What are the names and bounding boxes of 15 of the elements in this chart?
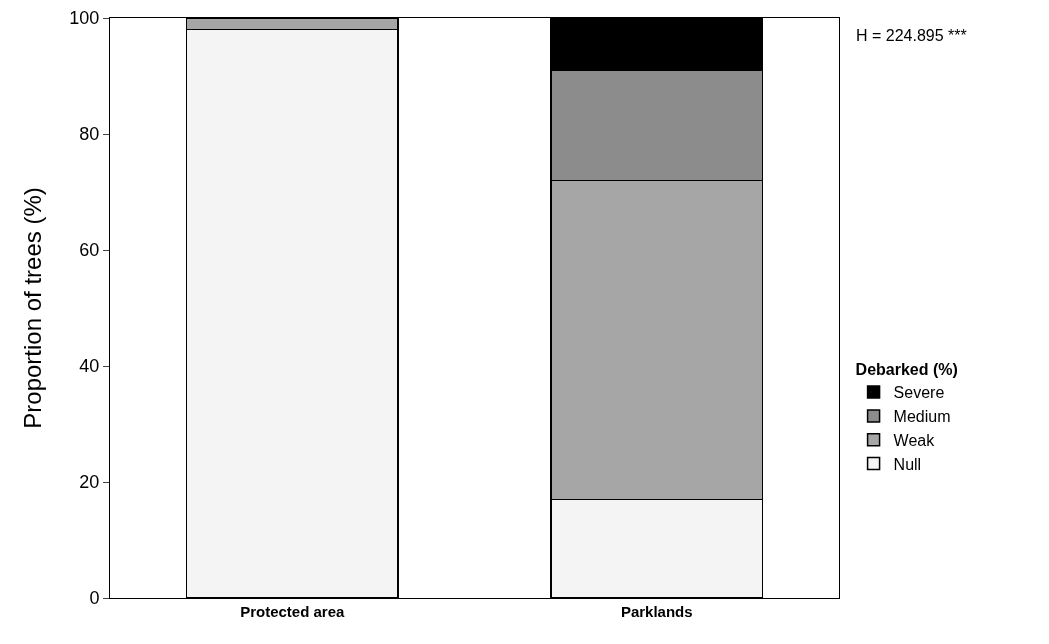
- legend-title: Debarked (%): [855, 361, 958, 379]
- y-tick-label: 80: [79, 124, 100, 145]
- y-tick-label: 60: [79, 240, 100, 261]
- y-tick-label: 20: [79, 472, 100, 493]
- y-tick-label: 100: [69, 8, 100, 29]
- x-tick-label: Protected area: [240, 603, 346, 620]
- legend-label: Severe: [893, 384, 945, 402]
- legend-label: Null: [893, 455, 922, 473]
- y-tick-label: 40: [79, 356, 100, 377]
- legend-label: Medium: [893, 408, 951, 426]
- legend-label: Weak: [893, 431, 936, 449]
- y-axis-title: Proportion of trees (%): [19, 187, 47, 429]
- text: H = 224.895 ***: [856, 27, 967, 44]
- x-tick-label: Parklands: [620, 603, 693, 620]
- y-tick-label: 0: [89, 588, 100, 609]
